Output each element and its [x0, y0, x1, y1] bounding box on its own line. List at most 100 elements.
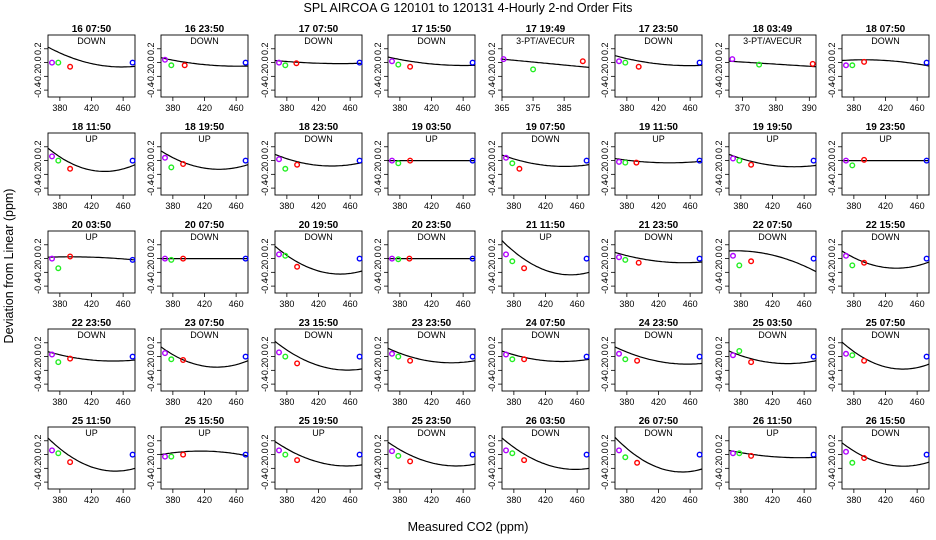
panel-mode-label: UP [198, 134, 211, 144]
data-point-green [282, 62, 289, 69]
x-tick-label: 460 [683, 299, 698, 309]
x-tick-label: 420 [311, 495, 326, 505]
panel-mode-label: UP [652, 134, 665, 144]
y-tick-label: 0.0 [600, 448, 610, 461]
fit-curve [274, 153, 363, 167]
y-tick-label: -0.2 [827, 363, 837, 379]
data-point-purple [161, 154, 168, 161]
data-point-green [622, 454, 629, 461]
y-tick-label: -0.2 [373, 461, 383, 477]
data-point-green [849, 459, 856, 466]
data-point-blue [242, 353, 249, 360]
x-tick-label: 380 [165, 201, 180, 211]
fit-curve [274, 59, 363, 65]
y-tick-label: -0.2 [487, 167, 497, 183]
panel-mode-label: DOWN [644, 330, 673, 340]
y-tick-label: 0.2 [714, 337, 724, 350]
x-axis-label: Measured CO2 (ppm) [408, 520, 529, 534]
y-tick-label: 0.0 [714, 252, 724, 265]
data-point-purple [389, 255, 396, 262]
data-point-purple [389, 58, 396, 65]
panel-time: 25 07:50 [866, 318, 906, 329]
x-tick-label: 460 [797, 201, 812, 211]
y-tick-label: -0.4 [827, 82, 837, 98]
data-point-purple [503, 447, 510, 454]
panel-time: 19 07:50 [526, 122, 566, 133]
data-point-green [55, 359, 62, 366]
fit-curve [47, 256, 136, 261]
data-point-green [622, 256, 629, 263]
data-point-red [180, 255, 187, 262]
data-point-blue [923, 451, 930, 458]
y-tick-label: -0.4 [146, 474, 156, 490]
data-point-purple [616, 158, 623, 165]
panel-7: 18 03:493-PT/AVECUR 0.20.0-0.2-0.4 370 380 3… [714, 24, 817, 113]
data-point-red [181, 62, 188, 69]
data-point-green [849, 162, 856, 169]
panel-time: 21 11:50 [526, 220, 565, 231]
fit-curve [501, 350, 590, 363]
data-point-green [622, 59, 629, 66]
data-point-red [809, 60, 816, 67]
data-point-purple [500, 56, 507, 63]
data-point-green [530, 66, 537, 73]
y-tick-label: 0.0 [373, 154, 383, 167]
data-point-blue [923, 59, 930, 66]
y-tick-label: -0.2 [260, 461, 270, 477]
y-tick-label: -0.4 [600, 376, 610, 392]
y-tick-label: -0.4 [33, 82, 43, 98]
data-point-red [861, 259, 868, 266]
fit-curve [841, 442, 930, 467]
data-point-red [634, 357, 641, 364]
y-tick-label: -0.2 [146, 265, 156, 281]
data-point-blue [810, 255, 817, 262]
x-tick-label: 420 [424, 299, 439, 309]
x-tick-label: 380 [165, 103, 180, 113]
x-tick-label: 460 [343, 495, 358, 505]
data-point-green [509, 258, 516, 265]
panel-time: 17 23:50 [639, 24, 679, 35]
fit-curve [501, 58, 590, 68]
x-tick-label: 420 [651, 495, 666, 505]
data-point-red [861, 357, 868, 364]
data-point-blue [469, 157, 476, 164]
data-point-green [849, 262, 856, 269]
x-tick-label: 460 [456, 299, 471, 309]
data-point-red [294, 263, 301, 270]
y-tick-label: 0.0 [714, 56, 724, 69]
x-tick-label: 420 [651, 299, 666, 309]
y-tick-label: 0.2 [260, 43, 270, 56]
panel-time: 17 19:49 [526, 24, 566, 35]
data-point-green [282, 451, 289, 458]
x-tick-label: 420 [538, 299, 553, 309]
fit-curve [841, 59, 930, 67]
data-point-green [622, 356, 629, 363]
y-tick-label: 0.0 [600, 56, 610, 69]
y-tick-label: 0.0 [146, 350, 156, 363]
panel-mode-label: UP [766, 428, 779, 438]
y-tick-label: 0.0 [146, 252, 156, 265]
data-point-red [521, 265, 528, 272]
data-point-blue [129, 256, 136, 263]
data-point-purple [389, 350, 396, 357]
data-point-purple [161, 350, 168, 357]
x-tick-label: 460 [797, 299, 812, 309]
y-tick-label: 0.0 [600, 350, 610, 363]
y-tick-label: 0.0 [487, 252, 497, 265]
data-point-blue [356, 353, 363, 360]
y-tick-label: -0.2 [714, 363, 724, 379]
panel-mode-label: DOWN [417, 330, 446, 340]
x-tick-label: 460 [910, 201, 925, 211]
fit-curve [614, 346, 703, 365]
panel-mode-label: DOWN [304, 36, 333, 46]
